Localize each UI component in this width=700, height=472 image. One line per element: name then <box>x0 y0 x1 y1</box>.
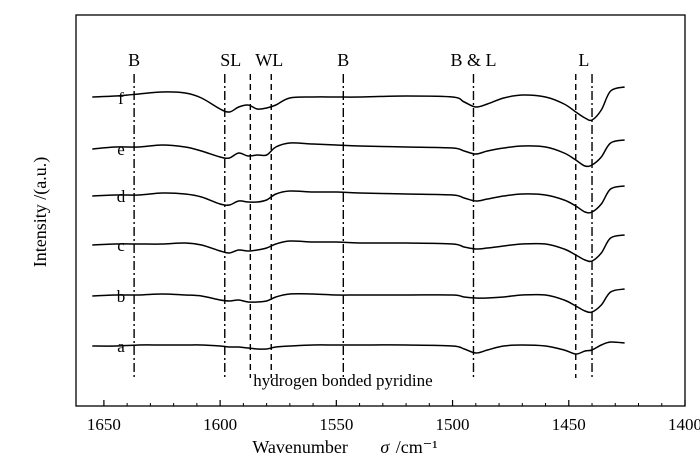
series-line-a <box>92 341 625 355</box>
x-axis-title-symbol: σ <box>380 437 390 457</box>
band-label-1578: WL <box>255 50 283 70</box>
plot-frame <box>75 14 686 407</box>
series-label-c: c <box>117 236 125 255</box>
x-tick-label-1550: 1550 <box>319 415 353 434</box>
y-axis-title: Intensity /(a.u.) <box>30 157 51 267</box>
x-tick-label-1600: 1600 <box>203 415 237 434</box>
x-tick-label-1400: 1400 <box>668 415 700 434</box>
series-line-f <box>92 86 625 122</box>
series-line-e <box>92 139 625 168</box>
band-label-1637: B <box>128 50 140 70</box>
band-labels: B SL WL B B & L L <box>128 50 589 70</box>
reference-lines <box>133 74 593 378</box>
band-label-1491: B & L <box>450 50 496 70</box>
x-axis-ticks: 1650 1600 1550 1500 1450 1400 <box>87 400 700 434</box>
x-axis-title-main: Wavenumber <box>252 437 348 457</box>
series-lines <box>92 86 625 355</box>
x-tick-label-1450: 1450 <box>552 415 586 434</box>
band-label-1598: SL <box>220 50 241 70</box>
series-label-a: a <box>117 337 125 356</box>
hydrogen-bond-annotation: hydrogen bonded pyridine <box>253 371 432 390</box>
x-tick-label-1650: 1650 <box>87 415 121 434</box>
x-axis-title-unit: /cm⁻¹ <box>396 437 438 457</box>
x-axis-title: Wavenumber σ /cm⁻¹ <box>252 437 437 457</box>
band-label-1547: B <box>337 50 349 70</box>
series-label-e: e <box>117 140 125 159</box>
band-label-1440: L <box>578 50 589 70</box>
series-label-f: f <box>118 89 124 108</box>
series-line-b <box>92 288 625 314</box>
series-label-d: d <box>117 187 126 206</box>
series-line-d <box>92 185 625 214</box>
x-tick-label-1500: 1500 <box>436 415 470 434</box>
series-labels: f e d c b a <box>117 89 126 356</box>
series-label-b: b <box>117 287 126 306</box>
series-line-c <box>92 234 625 263</box>
